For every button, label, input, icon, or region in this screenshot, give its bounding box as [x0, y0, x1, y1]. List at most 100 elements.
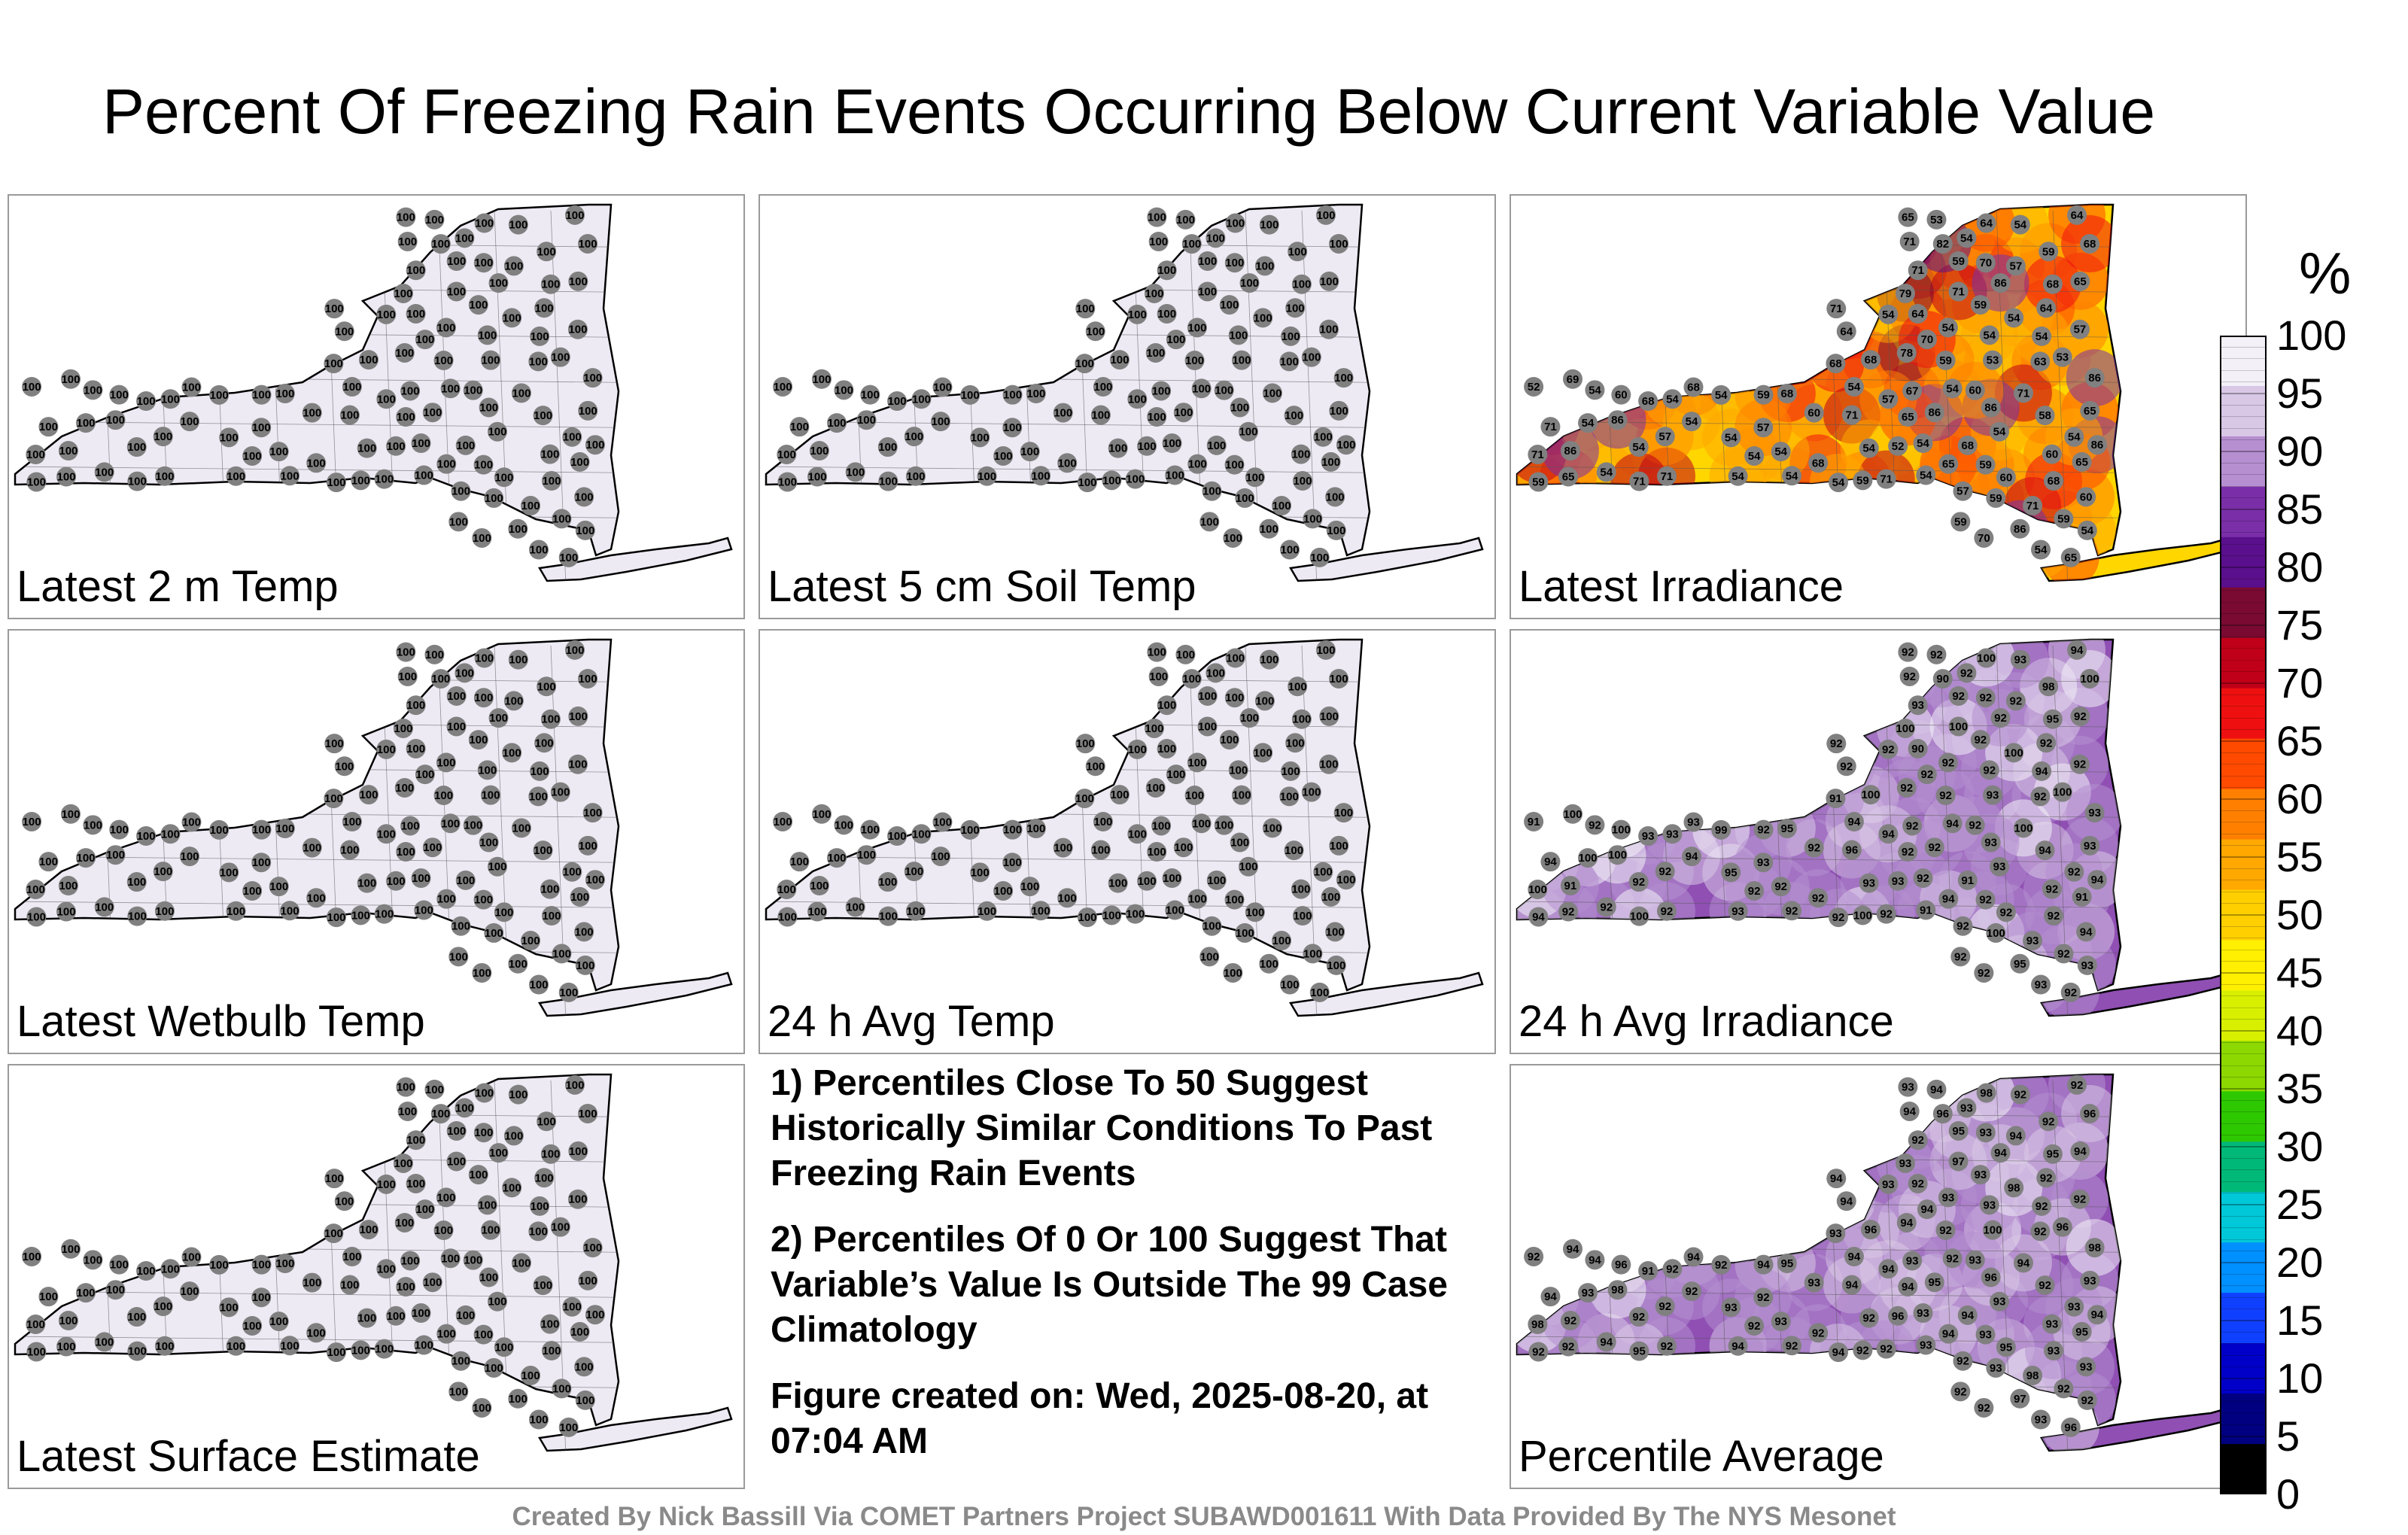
station-value: 100	[1003, 421, 1022, 434]
station-marker	[58, 1311, 78, 1331]
station-value: 79	[1899, 287, 1912, 300]
station-marker	[2039, 1111, 2059, 1132]
station-marker	[1524, 811, 1544, 831]
station-marker	[1053, 403, 1073, 423]
station-marker	[136, 826, 157, 847]
station-marker	[1974, 962, 1994, 983]
station-marker	[1057, 453, 1078, 473]
station-value: 100	[227, 1340, 245, 1353]
station-marker	[1214, 815, 1234, 835]
station-value: 64	[1840, 325, 1853, 338]
station-marker	[537, 242, 557, 262]
station-marker	[487, 1291, 507, 1312]
station-value: 91	[1920, 904, 1932, 917]
station-value: 100	[1245, 906, 1264, 919]
station-value: 100	[576, 1394, 594, 1407]
station-value: 92	[1748, 885, 1761, 898]
station-marker	[540, 709, 561, 729]
station-marker	[396, 1077, 416, 1097]
station-value: 95	[2047, 713, 2060, 726]
station-marker	[219, 862, 239, 883]
station-marker	[455, 663, 475, 683]
station-value: 100	[243, 1320, 262, 1333]
station-marker	[1908, 260, 1928, 281]
station-marker	[1524, 376, 1544, 397]
station-marker	[1829, 473, 1849, 493]
station-marker	[1524, 1246, 1544, 1266]
station-value: 100	[387, 875, 406, 888]
station-value: 93	[1984, 837, 1997, 850]
station-value: 100	[504, 260, 523, 272]
station-value: 65	[1902, 211, 1914, 224]
station-value: 93	[1969, 1254, 1981, 1267]
station-marker	[807, 901, 828, 922]
station-marker	[180, 1281, 200, 1302]
station-value: 100	[275, 822, 294, 835]
station-marker	[1002, 853, 1023, 873]
station-value: 100	[1224, 532, 1242, 545]
station-marker	[2072, 886, 2092, 907]
station-value: 100	[351, 909, 370, 922]
colorbar-tick-label: 5	[2276, 1412, 2300, 1460]
station-value: 100	[23, 381, 41, 394]
station-value: 100	[1198, 255, 1217, 268]
station-marker	[1826, 299, 1847, 319]
station-value: 94	[1930, 1084, 1943, 1096]
station-marker	[22, 376, 42, 397]
station-value: 98	[2008, 1181, 2020, 1194]
station-marker	[396, 207, 416, 227]
station-value: 94	[1961, 1309, 1974, 1322]
station-marker	[396, 1277, 416, 1297]
station-value: 100	[269, 445, 288, 458]
station-value: 100	[509, 1089, 528, 1102]
station-marker	[877, 872, 898, 892]
station-value: 94	[1942, 893, 1955, 906]
station-marker	[94, 462, 114, 482]
station-marker	[1974, 1397, 1994, 1418]
station-marker	[1948, 1151, 1969, 1172]
station-value: 100	[1224, 967, 1242, 980]
station-value: 100	[26, 1318, 45, 1331]
station-marker	[463, 815, 483, 835]
station-marker	[1199, 947, 1220, 967]
station-marker	[1986, 1357, 2006, 1378]
station-marker	[1956, 663, 1977, 683]
station-marker	[433, 351, 454, 371]
station-marker	[533, 840, 553, 861]
station-marker	[1826, 789, 1846, 809]
station-value: 71	[2026, 500, 2039, 512]
station-marker	[2013, 818, 2033, 838]
station-marker	[397, 1101, 418, 1121]
station-marker	[2066, 640, 2087, 660]
station-marker	[1284, 840, 1304, 861]
station-marker	[1990, 1143, 2011, 1163]
station-value: 57	[1956, 485, 1969, 498]
station-marker	[448, 512, 469, 532]
station-marker	[585, 435, 605, 455]
station-value: 100	[994, 885, 1013, 898]
station-marker	[1986, 923, 2006, 943]
station-marker	[1329, 668, 1349, 688]
station-marker	[1948, 281, 1969, 302]
station-marker	[1888, 871, 1908, 891]
station-value: 100	[541, 1148, 560, 1161]
station-marker	[1876, 904, 1896, 924]
station-marker	[1782, 1336, 1802, 1356]
station-marker	[1202, 481, 1222, 501]
station-marker	[960, 385, 981, 405]
station-marker	[2060, 1417, 2081, 1437]
county-line	[15, 1110, 731, 1119]
station-value: 100	[106, 1284, 125, 1296]
station-value: 100	[401, 819, 420, 832]
station-value: 54	[1686, 415, 1698, 428]
station-value: 54	[1666, 393, 1679, 406]
station-value: 100	[1225, 459, 1244, 472]
station-marker	[552, 944, 572, 964]
station-value: 92	[1686, 1285, 1698, 1298]
station-marker	[2054, 509, 2074, 529]
station-value: 100	[568, 324, 587, 336]
station-marker	[508, 1084, 528, 1105]
station-value: 100	[269, 880, 288, 893]
station-marker	[1721, 427, 1741, 448]
station-marker	[827, 848, 847, 868]
